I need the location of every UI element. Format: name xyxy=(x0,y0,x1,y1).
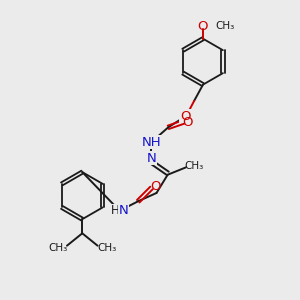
Text: CH₃: CH₃ xyxy=(184,161,204,171)
Text: N: N xyxy=(118,205,128,218)
Text: CH₃: CH₃ xyxy=(215,21,235,31)
Text: O: O xyxy=(182,116,192,128)
Text: O: O xyxy=(150,180,160,193)
Text: CH₃: CH₃ xyxy=(48,243,67,253)
Text: CH₃: CH₃ xyxy=(98,243,117,253)
Text: N: N xyxy=(147,152,156,165)
Text: NH: NH xyxy=(142,136,161,148)
Text: O: O xyxy=(198,20,208,32)
Text: O: O xyxy=(180,110,190,123)
Text: H: H xyxy=(111,205,120,218)
